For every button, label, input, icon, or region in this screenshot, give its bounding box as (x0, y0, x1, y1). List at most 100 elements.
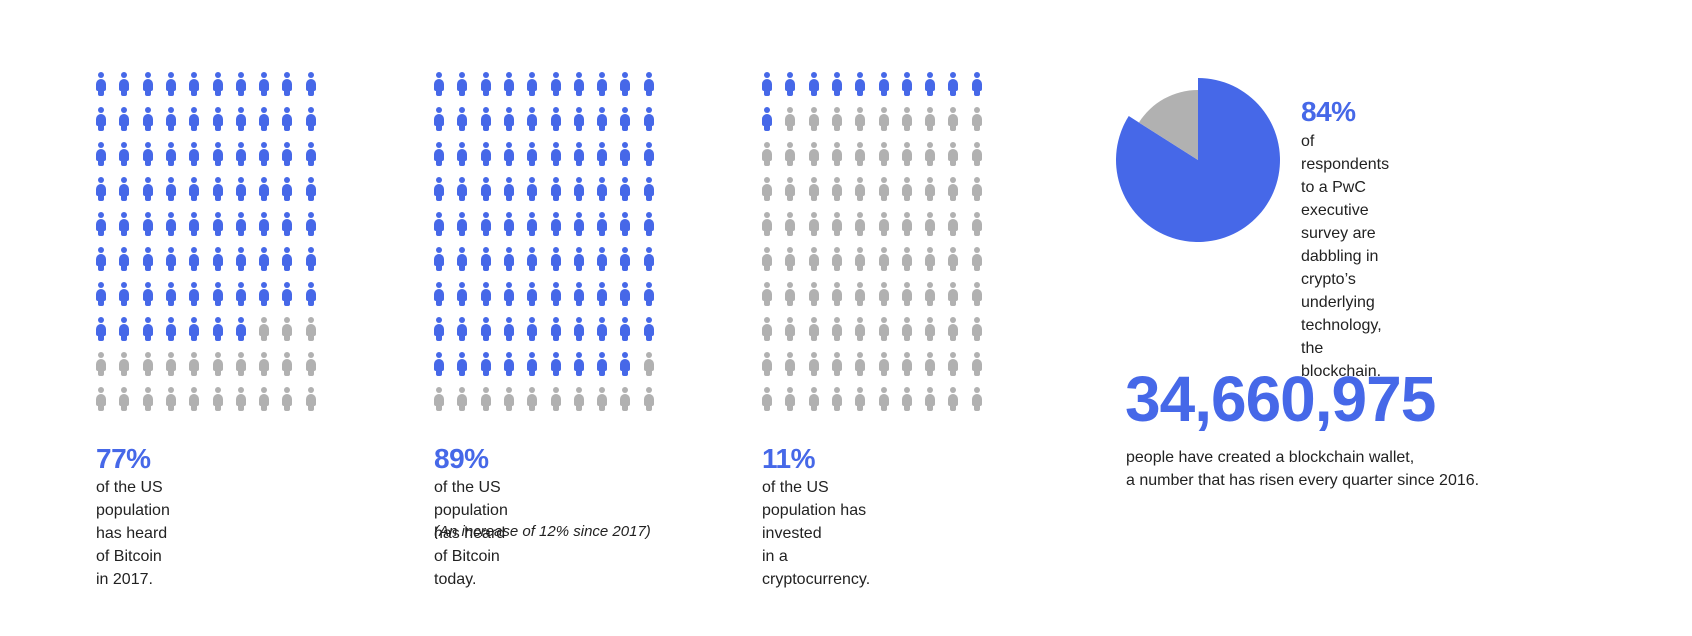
person-icon (119, 72, 130, 96)
stat-percentage: 89% (434, 443, 489, 474)
person-icon (142, 352, 153, 376)
person-icon (212, 247, 223, 271)
person-icon (901, 282, 912, 306)
person-icon (831, 282, 842, 306)
person-icon (503, 142, 514, 166)
pie-chart (1116, 78, 1280, 242)
person-icon (212, 142, 223, 166)
person-icon (550, 387, 561, 411)
person-icon (878, 317, 889, 341)
person-icon (573, 247, 584, 271)
person-icon (235, 177, 246, 201)
person-icon (620, 387, 631, 411)
person-icon (305, 247, 316, 271)
person-icon (831, 317, 842, 341)
person-icon (503, 352, 514, 376)
person-icon (503, 317, 514, 341)
person-icon (948, 247, 959, 271)
person-icon (457, 72, 468, 96)
person-icon (305, 317, 316, 341)
person-icon (831, 247, 842, 271)
person-icon (597, 142, 608, 166)
person-icon (785, 107, 796, 131)
person-icon (235, 387, 246, 411)
person-icon (762, 282, 772, 306)
person-icon (457, 107, 468, 131)
person-icon (259, 177, 270, 201)
person-icon (235, 107, 246, 131)
person-icon (305, 177, 316, 201)
person-icon (189, 107, 200, 131)
person-icon (878, 142, 889, 166)
person-icon (457, 317, 468, 341)
person-icon (831, 387, 842, 411)
person-icon (971, 247, 982, 271)
person-icon (480, 212, 491, 236)
person-icon (119, 387, 130, 411)
person-icon (643, 177, 654, 201)
person-icon (480, 142, 491, 166)
person-icon (762, 177, 772, 201)
person-icon (503, 387, 514, 411)
person-icon (165, 177, 176, 201)
person-icon (901, 142, 912, 166)
person-icon (620, 212, 631, 236)
person-icon (878, 177, 889, 201)
person-icon (282, 72, 293, 96)
person-icon (119, 177, 130, 201)
person-icon (550, 107, 561, 131)
person-icon (573, 107, 584, 131)
wallet-count: 34,660,975 (1125, 363, 1436, 435)
person-icon (305, 107, 316, 131)
person-icon (165, 317, 176, 341)
person-icon (925, 247, 936, 271)
person-icon (901, 107, 912, 131)
person-icon (901, 387, 912, 411)
person-icon (643, 282, 654, 306)
person-icon (480, 352, 491, 376)
person-icon (831, 72, 842, 96)
person-icon (925, 142, 936, 166)
caption-line: a number that has risen every quarter si… (1126, 472, 1480, 489)
person-icon (855, 352, 866, 376)
person-icon (597, 387, 608, 411)
caption-line: in a cryptocurrency. (762, 548, 871, 588)
person-icon (831, 142, 842, 166)
person-icon (785, 72, 796, 96)
person-icon (165, 282, 176, 306)
person-icon (119, 212, 130, 236)
caption-line: of Bitcoin today. (434, 548, 500, 588)
person-icon (165, 212, 176, 236)
person-icon (785, 212, 796, 236)
person-icon (212, 212, 223, 236)
person-icon (503, 72, 514, 96)
person-icon (527, 177, 538, 201)
person-icon (831, 212, 842, 236)
person-icon (643, 72, 654, 96)
person-icon (282, 107, 293, 131)
person-icon (762, 317, 772, 341)
person-icon (434, 387, 444, 411)
person-icon (855, 317, 866, 341)
person-icon (305, 352, 316, 376)
person-icon (527, 72, 538, 96)
person-icon (785, 282, 796, 306)
person-icon (597, 107, 608, 131)
person-icon (259, 317, 270, 341)
person-icon (878, 72, 889, 96)
person-icon (785, 177, 796, 201)
person-icon (808, 212, 819, 236)
person-icon (643, 247, 654, 271)
person-icon (925, 317, 936, 341)
person-icon (142, 177, 153, 201)
person-icon (282, 387, 293, 411)
person-icon (457, 247, 468, 271)
person-icon (503, 177, 514, 201)
person-icon (119, 247, 130, 271)
person-icon (762, 387, 772, 411)
person-icon (235, 352, 246, 376)
person-icon (259, 387, 270, 411)
person-icon (597, 212, 608, 236)
person-icon (527, 142, 538, 166)
person-icon (808, 352, 819, 376)
